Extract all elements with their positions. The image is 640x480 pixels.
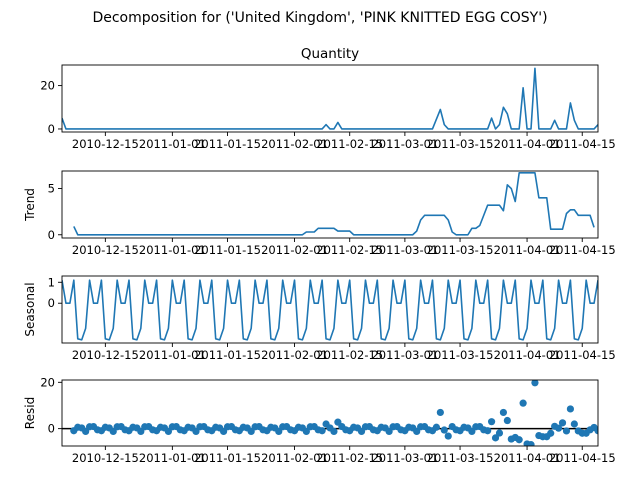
series-line [62,279,598,341]
panel-title: Quantity [301,46,359,62]
x-tick-label: 2011-03-15 [427,137,494,151]
resid-point [515,436,523,444]
resid-point [554,424,563,432]
x-tick-label: 2011-01-01 [139,348,206,362]
resid-point [495,429,504,437]
x-tick-label: 2011-04-15 [549,348,616,362]
resid-point [531,380,539,387]
x-tick-label: 2011-03-01 [371,451,438,465]
x-tick-label: 2011-02-15 [316,348,383,362]
x-tick-label: 2011-04-15 [549,451,616,465]
resid-point [444,432,452,440]
x-tick-label: 2011-02-01 [261,243,328,257]
x-tick-label: 2011-01-01 [139,451,206,465]
x-tick-label: 2010-12-15 [72,451,139,465]
resid-point [562,427,571,435]
x-tick-label: 2011-04-15 [549,243,616,257]
x-tick-label: 2011-01-15 [194,137,261,151]
x-tick-label: 2011-03-01 [371,348,438,362]
resid-point [519,399,527,407]
x-tick-label: 2011-03-01 [371,243,438,257]
x-tick-label: 2011-02-15 [316,243,383,257]
x-tick-label: 2011-04-01 [494,348,561,362]
resid-point [432,423,441,431]
y-tick-label: 5 [48,182,55,196]
x-tick-label: 2011-01-15 [194,451,261,465]
resid-point [491,434,500,442]
resid-point [503,416,511,425]
panel-1-marks [62,67,598,130]
x-tick-label: 2011-02-15 [316,451,383,465]
resid-point [558,419,567,427]
panel-2-marks [73,172,595,236]
resid-point [484,427,492,435]
series-line [62,67,598,130]
y-axis-label: Trend [23,188,37,222]
x-tick-label: 2010-12-15 [72,137,139,151]
x-tick-label: 2011-02-01 [261,348,328,362]
x-tick-label: 2011-04-01 [494,137,561,151]
resid-point [487,418,496,426]
series-line [73,172,595,236]
y-tick-label: 1 [48,275,55,289]
y-axis-label: Seasonal [23,282,37,336]
resid-point [527,441,535,446]
y-tick-label: 20 [40,79,55,93]
x-tick-label: 2011-04-01 [494,451,561,465]
resid-point [566,405,575,413]
axes-frame [61,64,599,133]
x-tick-label: 2011-02-01 [261,451,328,465]
resid-point [318,427,326,435]
axes-frame [61,379,599,447]
axes-frame [61,275,599,344]
panel-3-marks [62,279,598,341]
x-tick-label: 2011-03-15 [427,243,494,257]
axes-frame [61,170,599,239]
x-tick-label: 2011-01-01 [139,243,206,257]
panel-4-marks [62,380,598,446]
y-axis-label: Resid [23,397,37,429]
x-tick-label: 2011-03-01 [371,137,438,151]
x-tick-label: 2011-01-01 [139,137,206,151]
x-tick-label: 2011-04-01 [494,243,561,257]
resid-point [594,427,598,435]
resid-point [436,408,444,417]
y-tick-label: 0 [48,296,55,310]
figure-suptitle: Decomposition for ('United Kingdom', 'PI… [92,10,547,26]
resid-point [440,426,448,434]
x-tick-label: 2011-03-15 [427,451,494,465]
x-tick-label: 2011-04-15 [549,137,616,151]
y-tick-label: 0 [48,122,55,136]
y-tick-label: 0 [48,228,55,242]
x-tick-label: 2010-12-15 [72,348,139,362]
resid-point [570,420,578,428]
resid-point [547,429,555,437]
resid-point [499,408,508,417]
y-tick-label: 0 [48,422,55,436]
x-tick-label: 2011-02-01 [261,137,328,151]
x-tick-label: 2011-01-15 [194,348,261,362]
x-tick-label: 2011-01-15 [194,243,261,257]
resid-point [330,427,338,436]
x-tick-label: 2011-03-15 [427,348,494,362]
x-tick-label: 2011-02-15 [316,137,383,151]
x-tick-label: 2010-12-15 [72,243,139,257]
y-tick-label: 20 [40,375,55,389]
